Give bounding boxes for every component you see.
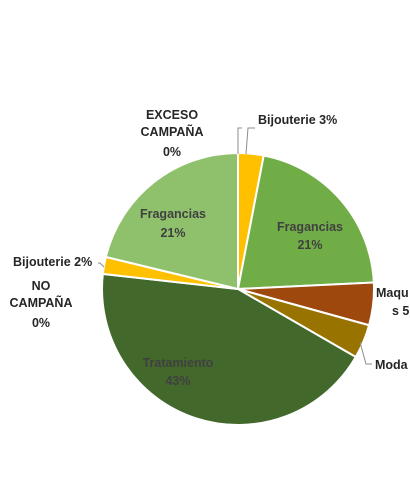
label-no-campana-line1: NO: [32, 279, 51, 293]
label-maquillaje-line2: s 5: [392, 304, 409, 318]
leader-line-bijouterie-left: [98, 263, 104, 267]
label-fragancias-left-pct: 21%: [160, 226, 185, 240]
label-moda: Moda: [375, 358, 409, 372]
label-exceso-campana-line2: CAMPAÑA: [141, 124, 204, 139]
label-fragancias-right-name: Fragancias: [277, 220, 343, 234]
label-maquillaje-line1: Maqu: [376, 286, 409, 300]
label-bijouterie-top: Bijouterie 3%: [258, 113, 337, 127]
leader-line-exceso-campana: [238, 128, 242, 154]
label-tratamiento-name: Tratamiento: [143, 356, 214, 370]
label-no-campana-line2: CAMPAÑA: [10, 295, 73, 310]
label-no-campana-pct: 0%: [32, 316, 50, 330]
label-fragancias-left-name: Fragancias: [140, 207, 206, 221]
label-tratamiento-pct: 43%: [165, 374, 190, 388]
label-exceso-campana-line1: EXCESO: [146, 108, 198, 122]
label-exceso-campana-pct: 0%: [163, 145, 181, 159]
pie-slices: [102, 153, 374, 425]
label-fragancias-right-pct: 21%: [297, 238, 322, 252]
leader-line-bijouterie-top: [246, 128, 255, 154]
label-bijouterie-left: Bijouterie 2%: [13, 255, 92, 269]
